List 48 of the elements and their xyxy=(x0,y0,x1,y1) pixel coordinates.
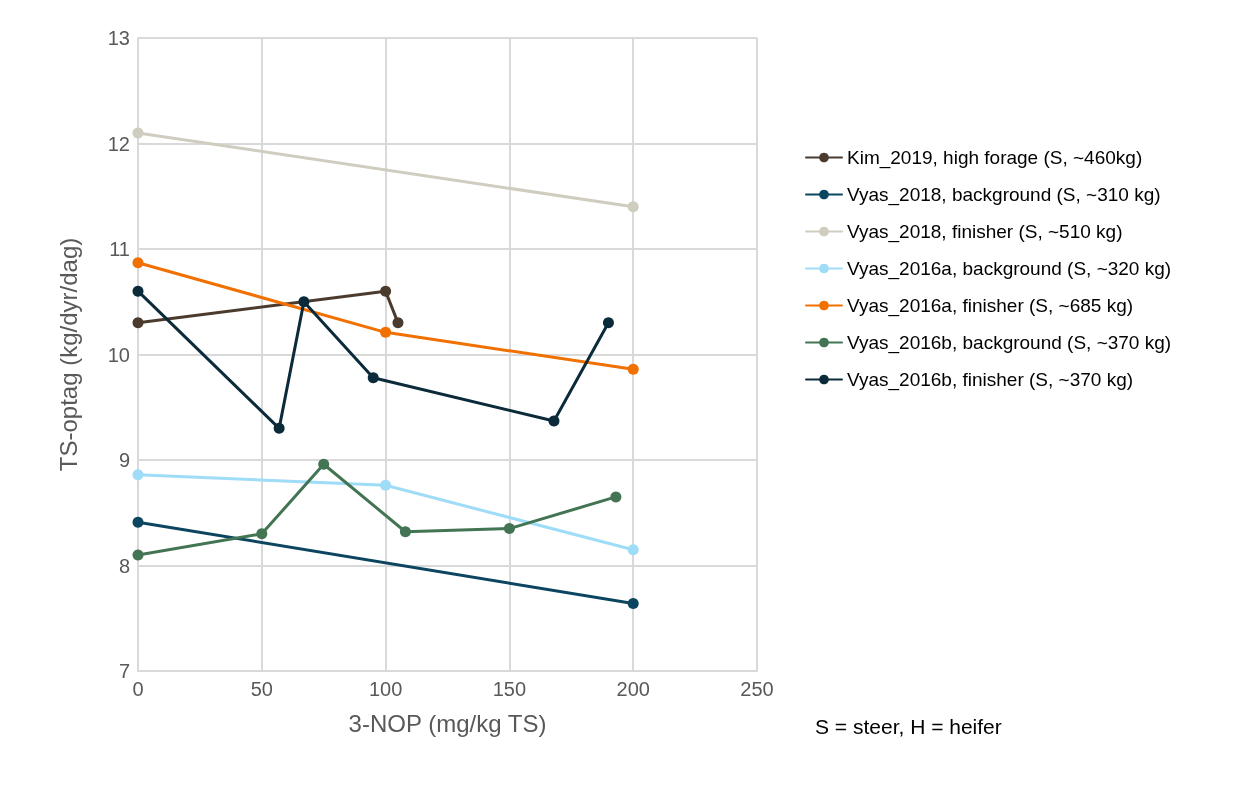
legend-label: Vyas_2016b, finisher (S, ~370 kg) xyxy=(847,369,1134,391)
y-tick-label: 8 xyxy=(118,554,130,577)
y-axis-title: TS-optag (kg/dyr/dag) xyxy=(54,237,82,472)
x-tick-label: 100 xyxy=(368,678,403,700)
y-tick-label: 13 xyxy=(107,27,130,49)
legend-label: Vyas_2018, finisher (S, ~510 kg) xyxy=(847,221,1123,243)
x-tick-label: 200 xyxy=(616,678,650,700)
y-tick-label: 10 xyxy=(107,343,130,366)
point xyxy=(392,317,404,329)
y-tick-label: 9 xyxy=(118,449,130,471)
point xyxy=(610,491,622,503)
x-tick-label: 150 xyxy=(492,678,527,700)
text: S = steer, H = heifer xyxy=(815,715,1002,738)
x-axis-title: 3-NOP (mg/kg TS) xyxy=(348,709,547,737)
point xyxy=(627,201,639,213)
legend-label: Kim_2019, high forage (S, ~460kg) xyxy=(847,147,1143,169)
point xyxy=(399,526,411,538)
legend-label: Vyas_2016b, background (S, ~370 kg) xyxy=(847,332,1172,354)
point xyxy=(256,528,268,540)
point xyxy=(132,285,144,297)
point xyxy=(380,326,392,338)
point xyxy=(627,544,639,556)
point xyxy=(602,317,614,329)
y-tick-label: 7 xyxy=(118,660,130,682)
legend-label: Vyas_2018, background (S, ~310 kg) xyxy=(847,184,1161,206)
x-tick-label: 50 xyxy=(250,678,273,700)
legend-label: Vyas_2016a, finisher (S, ~685 kg) xyxy=(847,295,1134,317)
point xyxy=(132,516,144,528)
y-tick-label: 12 xyxy=(107,132,130,155)
point xyxy=(367,372,379,384)
point xyxy=(132,469,144,481)
point xyxy=(132,257,144,269)
point xyxy=(132,549,144,561)
point xyxy=(318,458,330,470)
legend-label: Vyas_2016a, background (S, ~320 kg) xyxy=(847,258,1172,280)
point xyxy=(627,363,639,375)
point xyxy=(273,422,285,434)
point xyxy=(548,415,560,427)
point xyxy=(132,127,144,139)
point xyxy=(380,285,392,297)
point xyxy=(627,597,639,609)
point xyxy=(380,479,392,491)
y-tick-label: 11 xyxy=(109,238,130,260)
x-tick-label: 250 xyxy=(740,678,774,700)
point xyxy=(132,317,144,329)
point xyxy=(503,523,515,535)
x-tick-label: 0 xyxy=(132,678,144,700)
point xyxy=(298,296,310,308)
